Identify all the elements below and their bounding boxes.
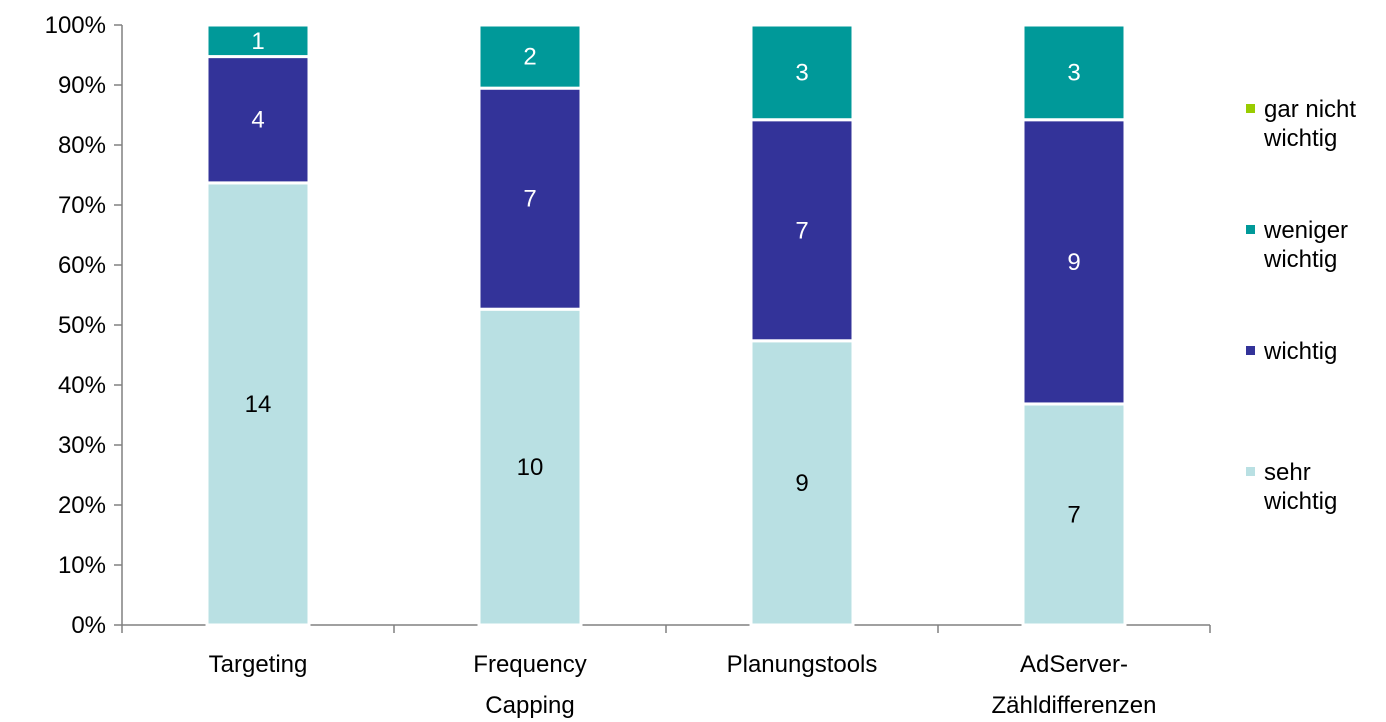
y-tick-label: 90%	[58, 72, 106, 99]
y-tick-label: 0%	[71, 612, 106, 639]
bars	[205, 23, 1127, 627]
data-label: 1	[251, 28, 264, 55]
bar-segment	[205, 181, 311, 627]
data-label: 3	[1067, 59, 1080, 86]
y-tick-label: 70%	[58, 192, 106, 219]
category-label: AdServer-	[1020, 651, 1128, 678]
y-tick-label: 50%	[58, 312, 106, 339]
category-label: Planungstools	[727, 651, 878, 678]
bar-segment	[477, 23, 583, 90]
legend-label: wichtig	[1263, 246, 1337, 273]
bar-segment	[1021, 402, 1127, 627]
legend-label: wichtig	[1263, 488, 1337, 515]
data-label: 3	[795, 59, 808, 86]
y-tick-label: 100%	[45, 12, 106, 39]
legend-label: gar nicht	[1264, 96, 1356, 123]
category-label: Capping	[485, 692, 574, 719]
y-tick-label: 40%	[58, 372, 106, 399]
data-label: 7	[523, 186, 536, 213]
data-label: 7	[1067, 501, 1080, 528]
data-label: 4	[251, 107, 264, 134]
legend-label: wichtig	[1263, 125, 1337, 152]
bar-segment	[749, 339, 855, 627]
legend-swatch	[1246, 225, 1255, 234]
data-label: 2	[523, 44, 536, 71]
bar-segment	[205, 23, 311, 59]
category-label: Frequency	[473, 651, 586, 678]
data-label: 7	[795, 217, 808, 244]
data-label: 10	[517, 454, 544, 481]
legend-label: sehr	[1264, 459, 1311, 486]
category-label: Targeting	[209, 651, 308, 678]
y-tick-label: 10%	[58, 552, 106, 579]
legend-swatch	[1246, 346, 1255, 355]
bar-segment	[477, 307, 583, 627]
data-label: 9	[1067, 249, 1080, 276]
legend-swatch	[1246, 104, 1255, 113]
y-tick-label: 60%	[58, 252, 106, 279]
legend: gar nichtwichtigwenigerwichtigwichtigseh…	[1246, 96, 1356, 515]
legend-label: wichtig	[1263, 338, 1337, 365]
bar-segment	[1021, 118, 1127, 406]
legend-label: weniger	[1263, 217, 1348, 244]
bar-segment	[1021, 23, 1127, 122]
legend-swatch	[1246, 467, 1255, 476]
y-tick-label: 80%	[58, 132, 106, 159]
y-tick-label: 20%	[58, 492, 106, 519]
bar-segment	[477, 86, 583, 311]
data-label: 9	[795, 470, 808, 497]
y-tick-label: 30%	[58, 432, 106, 459]
bar-segment	[205, 55, 311, 185]
bar-segment	[749, 23, 855, 122]
data-label: 14	[245, 391, 272, 418]
category-label: Zähldifferenzen	[992, 692, 1157, 719]
axes: 0% 10% 20% 30% 40% 50% 60% 70% 80% 90% 100% Targeti…	[45, 12, 1211, 719]
data-labels: 14 4 1 10 7 2 9 7 3 7 9 3	[245, 28, 1081, 529]
